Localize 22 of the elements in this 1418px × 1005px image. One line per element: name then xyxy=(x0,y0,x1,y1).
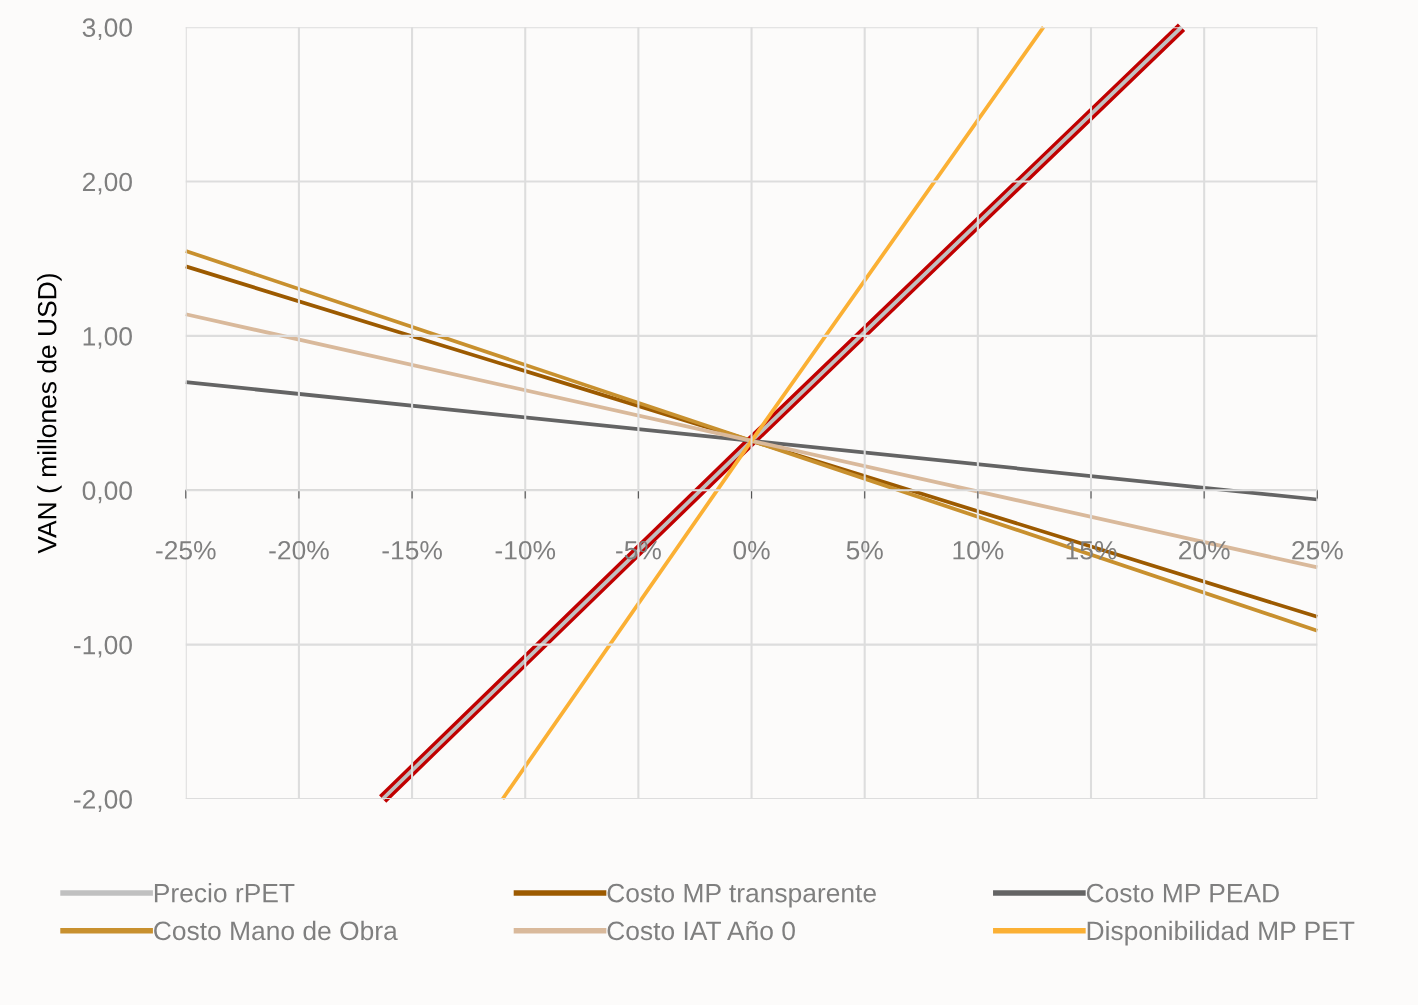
x-tick-label: -15% xyxy=(382,541,442,560)
legend-label: Precio rPET xyxy=(154,883,295,903)
legend-label: Disponibilidad MP PET xyxy=(1087,920,1355,946)
x-tick-label: -10% xyxy=(495,540,556,560)
x-tick-label: 20% xyxy=(1179,540,1230,560)
y-tick-label: -2,00 xyxy=(74,790,132,812)
y-tick-label: 2,00 xyxy=(82,172,132,195)
x-tick-label: 0% xyxy=(733,540,770,560)
legend-label: Costo IAT Año 0 xyxy=(607,921,795,941)
legend-label: Costo Mano de Obra xyxy=(154,920,398,941)
x-tick-label: -25% xyxy=(156,540,216,560)
x-tick-label: 10% xyxy=(953,540,1004,560)
x-tick-label: -20% xyxy=(269,540,329,560)
y-tick-label: -1,00 xyxy=(74,635,132,658)
y-tick-label: 1,00 xyxy=(83,327,132,349)
legend-label: Costo MP transparente xyxy=(607,883,876,908)
y-tick-label: 0,00 xyxy=(82,481,132,504)
y-tick-label: 3,00 xyxy=(82,18,132,41)
x-tick-label: 5% xyxy=(846,541,883,560)
x-tick-label: 25% xyxy=(1292,540,1343,560)
legend-label: Costo MP PEAD xyxy=(1086,883,1279,903)
y-axis-title: VAN ( millones de USD) xyxy=(37,274,62,554)
